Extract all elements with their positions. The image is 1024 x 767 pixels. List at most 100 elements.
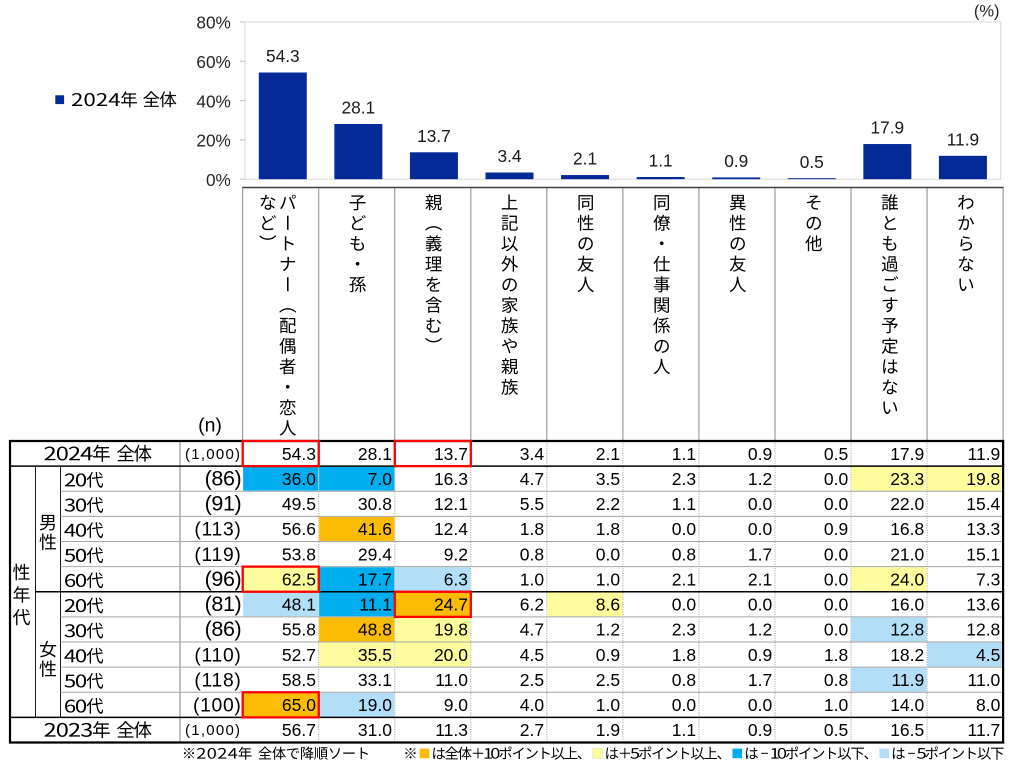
svg-text:(91): (91) xyxy=(205,491,242,515)
svg-text:16.0: 16.0 xyxy=(890,595,924,615)
svg-text:28.1: 28.1 xyxy=(342,98,376,118)
svg-text:0.0: 0.0 xyxy=(748,494,773,514)
svg-text:0.8: 0.8 xyxy=(520,544,544,564)
svg-text:(1,000): (1,000) xyxy=(185,722,241,739)
svg-text:0.0: 0.0 xyxy=(748,595,773,615)
svg-text:20%: 20% xyxy=(196,131,230,151)
svg-text:24.0: 24.0 xyxy=(890,569,924,589)
svg-text:0.0: 0.0 xyxy=(824,544,849,564)
svg-text:58.5: 58.5 xyxy=(282,670,316,690)
svg-text:16.3: 16.3 xyxy=(434,469,468,489)
svg-text:0.0: 0.0 xyxy=(824,469,849,489)
svg-text:12.1: 12.1 xyxy=(434,494,468,514)
svg-text:0.0: 0.0 xyxy=(596,544,621,564)
svg-text:29.4: 29.4 xyxy=(358,544,392,564)
svg-text:0.0: 0.0 xyxy=(672,519,697,539)
svg-text:1.0: 1.0 xyxy=(520,569,545,589)
svg-text:56.7: 56.7 xyxy=(282,720,316,740)
svg-text:54.3: 54.3 xyxy=(266,46,300,66)
svg-text:1.9: 1.9 xyxy=(596,720,620,740)
svg-text:1.8: 1.8 xyxy=(520,519,544,539)
svg-text:2.5: 2.5 xyxy=(596,670,620,690)
svg-text:7.3: 7.3 xyxy=(976,569,1000,589)
svg-text:0.5: 0.5 xyxy=(824,720,848,740)
svg-text:1.2: 1.2 xyxy=(748,620,772,640)
svg-text:0.9: 0.9 xyxy=(748,720,772,740)
svg-text:3.4: 3.4 xyxy=(497,146,521,166)
svg-text:(%): (%) xyxy=(974,3,1000,21)
svg-text:23.3: 23.3 xyxy=(890,469,924,489)
svg-text:9.2: 9.2 xyxy=(444,544,468,564)
svg-text:12.8: 12.8 xyxy=(890,620,924,640)
svg-text:3.4: 3.4 xyxy=(520,444,545,464)
svg-text:2.1: 2.1 xyxy=(573,149,597,169)
svg-text:11.0: 11.0 xyxy=(968,670,1001,690)
svg-text:2.1: 2.1 xyxy=(672,569,696,589)
svg-text:0.0: 0.0 xyxy=(824,595,849,615)
svg-text:24.7: 24.7 xyxy=(434,595,468,615)
svg-text:62.5: 62.5 xyxy=(282,569,316,589)
svg-text:2.2: 2.2 xyxy=(596,494,620,514)
svg-text:15.1: 15.1 xyxy=(966,544,1000,564)
svg-text:2.3: 2.3 xyxy=(672,620,696,640)
svg-text:7.0: 7.0 xyxy=(368,469,393,489)
svg-text:1.2: 1.2 xyxy=(596,620,620,640)
svg-text:40%: 40% xyxy=(196,91,230,111)
svg-text:5.5: 5.5 xyxy=(520,494,544,514)
svg-text:0.9: 0.9 xyxy=(748,645,772,665)
svg-text:16.8: 16.8 xyxy=(890,519,924,539)
svg-text:19.8: 19.8 xyxy=(434,620,468,640)
svg-text:13.7: 13.7 xyxy=(417,126,451,146)
svg-text:41.6: 41.6 xyxy=(358,519,392,539)
svg-text:31.0: 31.0 xyxy=(358,720,392,740)
svg-text:55.8: 55.8 xyxy=(282,620,316,640)
svg-text:(81): (81) xyxy=(205,592,242,616)
svg-text:0.0: 0.0 xyxy=(748,519,773,539)
svg-text:13.7: 13.7 xyxy=(434,444,468,464)
svg-text:2.1: 2.1 xyxy=(596,444,620,464)
svg-text:0.0: 0.0 xyxy=(672,695,697,715)
svg-text:6.3: 6.3 xyxy=(444,569,468,589)
svg-text:17.9: 17.9 xyxy=(890,444,924,464)
svg-text:1.0: 1.0 xyxy=(596,569,621,589)
svg-text:18.2: 18.2 xyxy=(890,645,924,665)
svg-text:0.9: 0.9 xyxy=(748,444,772,464)
svg-text:6.2: 6.2 xyxy=(520,595,544,615)
svg-text:0.9: 0.9 xyxy=(596,645,620,665)
svg-text:(119): (119) xyxy=(194,545,241,566)
svg-text:4.0: 4.0 xyxy=(520,695,545,715)
svg-text:28.1: 28.1 xyxy=(358,444,392,464)
svg-text:(118): (118) xyxy=(194,670,241,691)
svg-text:12.8: 12.8 xyxy=(966,620,1000,640)
svg-text:0.9: 0.9 xyxy=(724,151,748,171)
svg-text:0.8: 0.8 xyxy=(672,670,696,690)
svg-text:11.1: 11.1 xyxy=(359,595,392,615)
svg-text:1.2: 1.2 xyxy=(748,469,772,489)
svg-text:2.3: 2.3 xyxy=(672,469,696,489)
svg-text:1.7: 1.7 xyxy=(748,670,772,690)
svg-text:2.7: 2.7 xyxy=(520,720,544,740)
svg-text:30.8: 30.8 xyxy=(358,494,392,514)
svg-text:33.1: 33.1 xyxy=(358,670,392,690)
svg-text:4.7: 4.7 xyxy=(520,469,544,489)
svg-text:2.1: 2.1 xyxy=(748,569,772,589)
svg-text:48.8: 48.8 xyxy=(358,620,392,640)
svg-text:19.0: 19.0 xyxy=(358,695,392,715)
svg-text:(96): (96) xyxy=(205,567,242,591)
svg-text:1.0: 1.0 xyxy=(824,695,849,715)
svg-text:4.7: 4.7 xyxy=(520,620,544,640)
svg-text:53.8: 53.8 xyxy=(282,544,316,564)
svg-text:(110): (110) xyxy=(194,645,241,666)
svg-text:(113): (113) xyxy=(194,520,241,541)
svg-text:22.0: 22.0 xyxy=(890,494,924,514)
svg-text:1.1: 1.1 xyxy=(649,151,673,171)
svg-text:11.0: 11.0 xyxy=(435,670,468,690)
svg-text:11.9: 11.9 xyxy=(968,444,1001,464)
svg-text:0.8: 0.8 xyxy=(824,670,848,690)
svg-text:13.6: 13.6 xyxy=(966,595,1000,615)
svg-text:49.5: 49.5 xyxy=(282,494,316,514)
svg-text:1.8: 1.8 xyxy=(824,645,848,665)
svg-text:80%: 80% xyxy=(196,13,230,33)
svg-text:8.6: 8.6 xyxy=(596,595,620,615)
svg-text:15.4: 15.4 xyxy=(966,494,1000,514)
